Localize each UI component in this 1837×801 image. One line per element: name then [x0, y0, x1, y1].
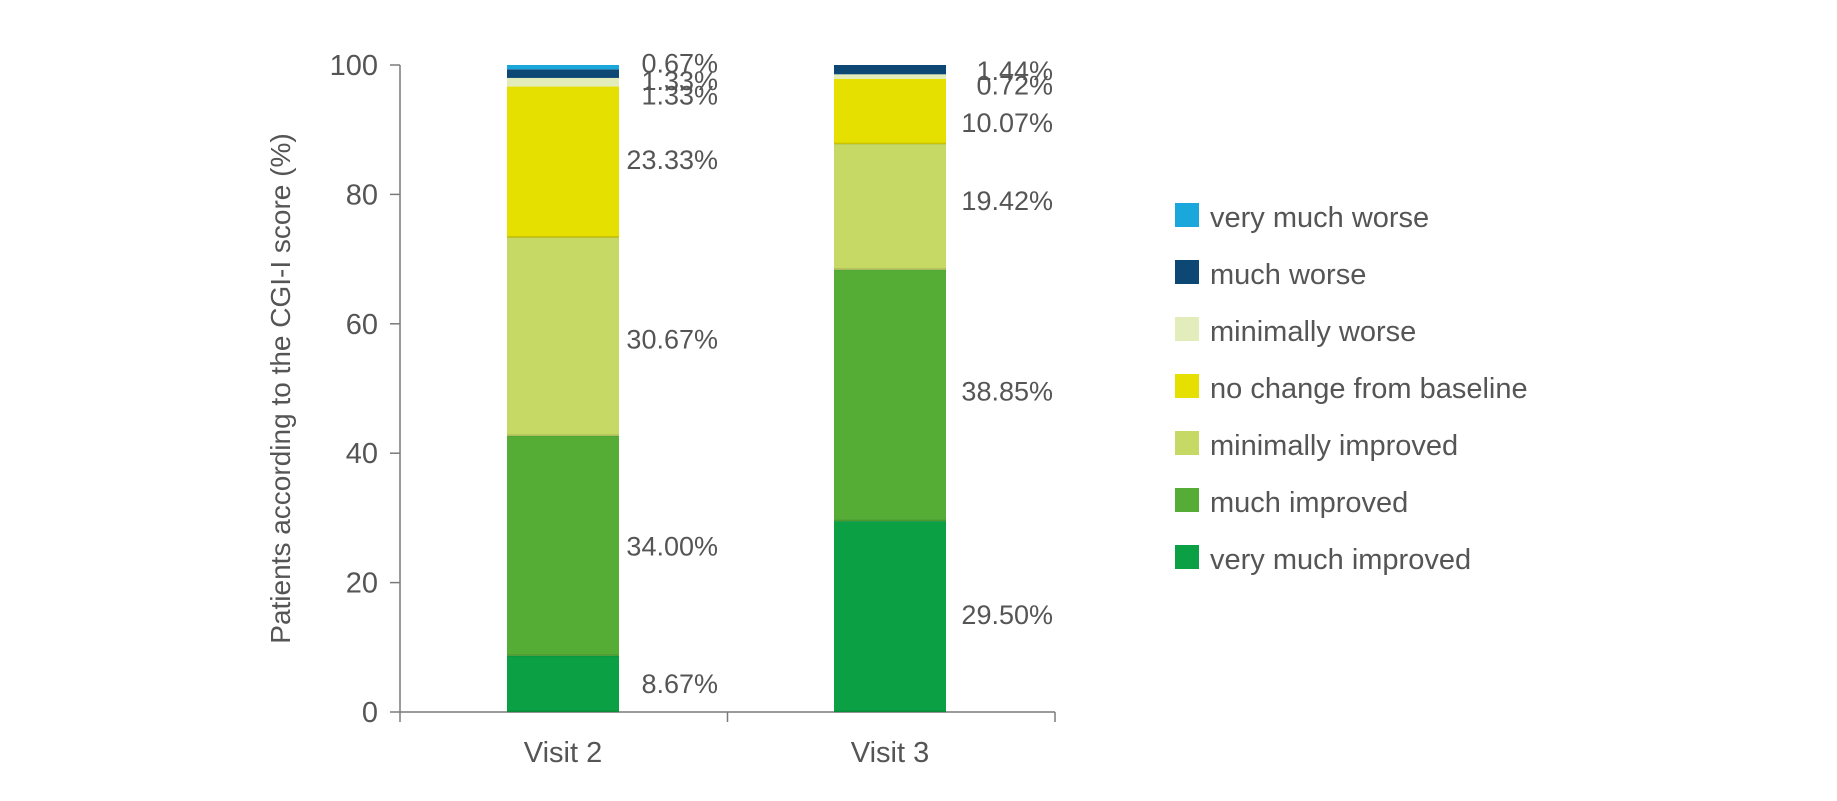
bar-segment-visit-3-much-worse: [834, 65, 946, 75]
bar-segment-visit-2-much-worse: [507, 69, 619, 78]
data-label-visit-2-no-change-from-baseline: 23.33%: [626, 145, 718, 175]
data-labels: 8.67% 34.00% 30.67% 23.33% 1.33%1.33%0.67% 29…: [626, 49, 1053, 699]
data-label-visit-2-very-much-improved: 8.67%: [641, 669, 718, 699]
bar-segment-visit-2-much-improved: [507, 435, 619, 656]
legend-label-much-improved: much improved: [1210, 487, 1408, 519]
legend-swatch-much-worse: [1175, 260, 1199, 284]
data-label-visit-3-minimally-worse: 0.72%: [976, 71, 1053, 101]
x-tick-label-visit-2: Visit 2: [524, 737, 602, 769]
bar-segment-visit-2-very-much-worse: [507, 65, 619, 70]
data-label-visit-2-minimally-improved: 30.67%: [626, 324, 718, 354]
legend-swatch-minimally-worse: [1175, 317, 1199, 341]
bar-segment-visit-2-no-change-from-baseline: [507, 86, 619, 238]
legend-swatch-much-improved: [1175, 488, 1199, 512]
bar-segment-visit-3-minimally-worse: [834, 74, 946, 79]
y-tick-label: 0: [362, 697, 378, 729]
y-tick-label: 100: [330, 50, 378, 82]
legend-label-very-much-improved: very much improved: [1210, 544, 1471, 576]
legend-swatch-very-much-improved: [1175, 545, 1199, 569]
y-axis-ticks: 0 20 40 60 80 100: [330, 50, 400, 729]
y-axis-title: Patients according to the CGI-I score (%…: [265, 133, 296, 643]
bar-segment-visit-3-no-change-from-baseline: [834, 78, 946, 145]
data-label-visit-2-much-improved: 34.00%: [626, 531, 718, 561]
y-tick-label: 20: [346, 568, 378, 600]
data-label-visit-2-minimally-worse: 1.33%: [641, 80, 718, 110]
legend-label-minimally-worse: minimally worse: [1210, 316, 1416, 348]
x-tick-label-visit-3: Visit 3: [851, 737, 929, 769]
bar-segment-visit-3-much-improved: [834, 269, 946, 522]
data-label-visit-3-much-improved: 38.85%: [961, 377, 1053, 407]
bar-segment-visit-2-minimally-worse: [507, 77, 619, 87]
legend: very much worse much worse minimally worse…: [1175, 202, 1528, 576]
legend-swatch-no-change-from-baseline: [1175, 374, 1199, 398]
legend-label-much-worse: much worse: [1210, 259, 1366, 291]
data-label-visit-2-very-much-worse: 0.67%: [641, 49, 718, 79]
legend-swatch-very-much-worse: [1175, 203, 1199, 227]
data-label-visit-3-minimally-improved: 19.42%: [961, 186, 1053, 216]
x-axis-ticks: Visit 2 Visit 3: [399, 712, 1056, 769]
y-tick-label: 40: [346, 438, 378, 470]
bar-segment-visit-3-minimally-improved: [834, 144, 946, 270]
data-label-visit-3-much-worse: 1.44%: [976, 56, 1053, 86]
legend-label-minimally-improved: minimally improved: [1210, 430, 1458, 462]
bars: [507, 65, 946, 713]
data-label-visit-3-very-much-improved: 29.50%: [961, 600, 1053, 630]
data-label-visit-2-much-worse: 1.33%: [641, 66, 718, 96]
bar-segment-visit-2-minimally-improved: [507, 237, 619, 436]
data-label-visit-3-no-change-from-baseline: 10.07%: [961, 108, 1053, 138]
legend-label-no-change-from-baseline: no change from baseline: [1210, 373, 1528, 405]
legend-swatch-minimally-improved: [1175, 431, 1199, 455]
y-tick-label: 80: [346, 179, 378, 211]
bar-segment-visit-3-very-much-improved: [834, 521, 946, 712]
legend-label-very-much-worse: very much worse: [1210, 202, 1429, 234]
bar-segment-visit-2-very-much-improved: [507, 655, 619, 712]
y-tick-label: 60: [346, 309, 378, 341]
